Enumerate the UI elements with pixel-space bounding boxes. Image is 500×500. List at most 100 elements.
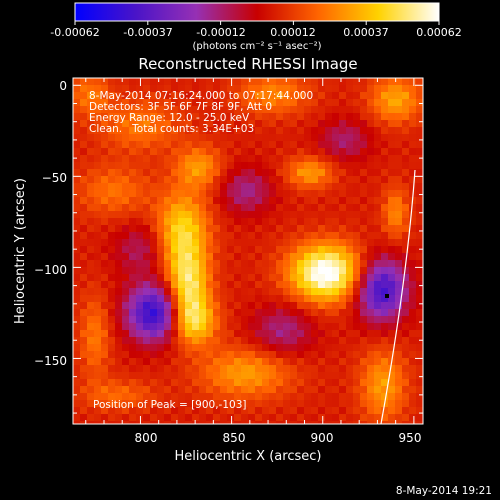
- heatmap-cell: [283, 162, 291, 170]
- heatmap-cell: [332, 400, 340, 408]
- heatmap-cell: [192, 267, 200, 275]
- heatmap-cell: [192, 337, 200, 345]
- heatmap-cell: [185, 344, 193, 352]
- heatmap-cell: [339, 134, 347, 142]
- heatmap-cell: [339, 274, 347, 282]
- heatmap-cell: [395, 155, 403, 163]
- heatmap-cell: [150, 225, 158, 233]
- heatmap-cell: [290, 239, 298, 247]
- heatmap-cell: [192, 148, 200, 156]
- heatmap-cell: [346, 246, 354, 254]
- heatmap-cell: [318, 106, 326, 114]
- heatmap-cell: [94, 155, 102, 163]
- heatmap-cell: [388, 344, 396, 352]
- heatmap-cell: [353, 113, 361, 121]
- heatmap-cell: [73, 176, 81, 184]
- heatmap-cell: [297, 106, 305, 114]
- heatmap-cell: [94, 414, 102, 422]
- heatmap-cell: [150, 253, 158, 261]
- heatmap-cell: [402, 92, 410, 100]
- heatmap-cell: [101, 78, 109, 86]
- heatmap-cell: [402, 134, 410, 142]
- heatmap-cell: [80, 365, 88, 373]
- heatmap-cell: [388, 337, 396, 345]
- heatmap-cell: [318, 225, 326, 233]
- heatmap-cell: [150, 113, 158, 121]
- heatmap-cell: [234, 239, 242, 247]
- heatmap-cell: [360, 169, 368, 177]
- heatmap-cell: [276, 365, 284, 373]
- heatmap-cell: [297, 393, 305, 401]
- heatmap-cell: [122, 351, 130, 359]
- heatmap-cell: [122, 127, 130, 135]
- heatmap-cell: [108, 232, 116, 240]
- heatmap-cell: [87, 204, 95, 212]
- heatmap-cell: [157, 99, 165, 107]
- heatmap-cell: [94, 344, 102, 352]
- heatmap-cell: [220, 351, 228, 359]
- heatmap-cell: [234, 162, 242, 170]
- heatmap-cell: [367, 232, 375, 240]
- heatmap-cell: [241, 197, 249, 205]
- heatmap-cell: [206, 99, 214, 107]
- heatmap-cell: [129, 113, 137, 121]
- heatmap-cell: [108, 218, 116, 226]
- heatmap-cell: [381, 99, 389, 107]
- heatmap-cell: [290, 393, 298, 401]
- heatmap-cell: [227, 211, 235, 219]
- heatmap-cell: [143, 85, 151, 93]
- heatmap-cell: [80, 407, 88, 415]
- heatmap-cell: [283, 330, 291, 338]
- heatmap-cell: [269, 239, 277, 247]
- heatmap-cell: [297, 358, 305, 366]
- heatmap-cell: [136, 141, 144, 149]
- heatmap-cell: [248, 421, 256, 424]
- heatmap-cell: [143, 190, 151, 198]
- heatmap-cell: [199, 295, 207, 303]
- heatmap-cell: [80, 99, 88, 107]
- heatmap-cell: [283, 253, 291, 261]
- heatmap-cell: [171, 288, 179, 296]
- heatmap-cell: [101, 267, 109, 275]
- heatmap-cell: [199, 106, 207, 114]
- heatmap-cell: [353, 120, 361, 128]
- heatmap-cell: [101, 295, 109, 303]
- heatmap-cell: [402, 330, 410, 338]
- heatmap-cell: [360, 78, 368, 86]
- heatmap-cell: [395, 197, 403, 205]
- heatmap-cell: [402, 120, 410, 128]
- heatmap-cell: [157, 190, 165, 198]
- heatmap-cell: [374, 288, 382, 296]
- heatmap-cell: [248, 246, 256, 254]
- heatmap-cell: [374, 400, 382, 408]
- heatmap-cell: [80, 155, 88, 163]
- heatmap-cell: [220, 386, 228, 394]
- heatmap-cell: [108, 141, 116, 149]
- heatmap-cell: [283, 176, 291, 184]
- heatmap-cell: [290, 106, 298, 114]
- heatmap-cell: [360, 267, 368, 275]
- heatmap-cell: [87, 421, 95, 424]
- heatmap-cell: [164, 400, 172, 408]
- heatmap-cell: [381, 120, 389, 128]
- heatmap-cell: [416, 274, 423, 282]
- heatmap-cell: [206, 211, 214, 219]
- heatmap-cell: [353, 400, 361, 408]
- heatmap-cell: [241, 155, 249, 163]
- heatmap-cell: [290, 295, 298, 303]
- heatmap-cell: [178, 113, 186, 121]
- heatmap-cell: [80, 421, 88, 424]
- heatmap-cell: [115, 155, 123, 163]
- heatmap-cell: [73, 148, 81, 156]
- heatmap-cell: [87, 218, 95, 226]
- heatmap-cell: [353, 183, 361, 191]
- heatmap-cell: [367, 414, 375, 422]
- heatmap-cell: [416, 414, 423, 422]
- heatmap-cell: [290, 400, 298, 408]
- heatmap-cell: [332, 288, 340, 296]
- heatmap-cell: [269, 288, 277, 296]
- heatmap-cell: [234, 197, 242, 205]
- heatmap-cell: [318, 92, 326, 100]
- heatmap-cell: [108, 281, 116, 289]
- heatmap-cell: [206, 393, 214, 401]
